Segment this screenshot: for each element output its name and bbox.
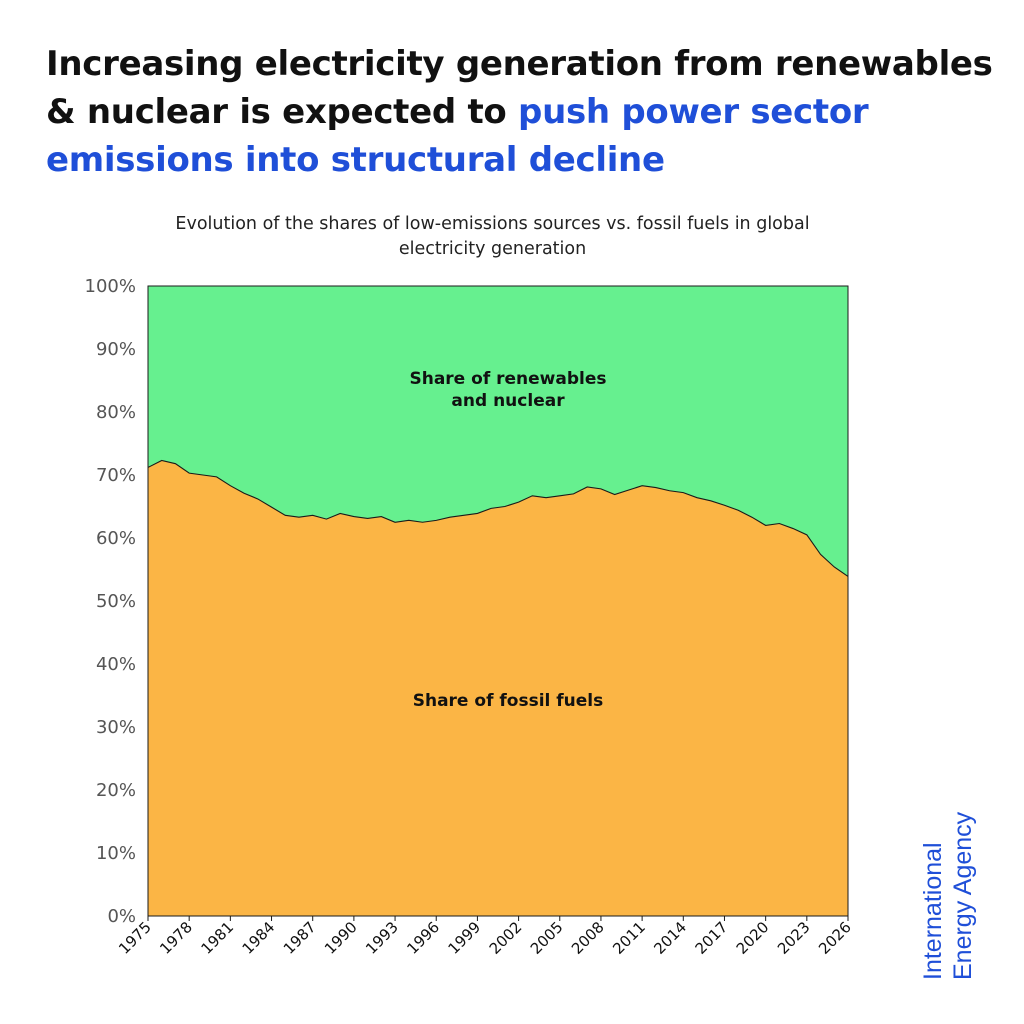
chart-areas	[147, 285, 849, 917]
x-tick-label: 2014	[650, 918, 690, 958]
plot-frame	[147, 285, 849, 917]
headline-text: Increasing electricity generation from r…	[46, 44, 993, 132]
chart-title: Evolution of the shares of low-emissions…	[175, 214, 810, 259]
area-label-renewables-nuclear: and nuclear	[451, 391, 565, 411]
x-tick-label: 1981	[197, 918, 237, 958]
x-tick-label: 2026	[815, 918, 855, 958]
x-tick-label: 1990	[321, 918, 361, 958]
x-tick-label: 1993	[362, 918, 402, 958]
x-tick-label: 1996	[403, 918, 443, 958]
y-tick-label: 60%	[96, 528, 136, 549]
x-axis: 1975 1978 1981 1984 1987 1990 1993 1996 1999 2002…	[115, 916, 855, 958]
area-renewables-nuclear	[148, 286, 848, 577]
x-tick-label: 2017	[692, 918, 732, 958]
iea-logo: International Energy Agency	[918, 780, 978, 980]
area-label-fossil-fuels: Share of fossil fuels	[413, 691, 604, 711]
y-axis: 0% 10% 20% 30% 40% 50% 60% 70% 80% 90% 100%	[85, 276, 136, 927]
headline: Increasing electricity generation from r…	[46, 40, 996, 184]
y-tick-label: 70%	[96, 465, 136, 486]
area-fossil-fuels	[148, 460, 848, 916]
x-tick-label: 2020	[733, 918, 773, 958]
x-tick-label: 2002	[486, 918, 526, 958]
x-tick-label: 2008	[568, 918, 608, 958]
y-tick-label: 20%	[96, 780, 136, 801]
y-tick-label: 100%	[85, 276, 136, 297]
y-tick-label: 0%	[107, 906, 136, 927]
headline-highlight: push power sector emissions into structu…	[46, 92, 869, 180]
y-tick-label: 30%	[96, 717, 136, 738]
y-tick-label: 90%	[96, 339, 136, 360]
y-tick-label: 80%	[96, 402, 136, 423]
y-tick-label: 50%	[96, 591, 136, 612]
x-tick-label: 1987	[280, 918, 320, 958]
x-tick-label: 2005	[527, 918, 567, 958]
x-tick-label: 2023	[774, 918, 814, 958]
x-tick-label: 2011	[609, 918, 649, 958]
area-label-renewables-nuclear: Share of renewables	[409, 369, 606, 389]
x-tick-label: 1984	[239, 918, 279, 958]
series-boundary-line	[147, 459, 849, 577]
y-tick-label: 40%	[96, 654, 136, 675]
y-tick-label: 10%	[96, 843, 136, 864]
brand-line-2: Energy Agency	[949, 811, 977, 980]
x-tick-label: 1978	[156, 918, 196, 958]
brand-line-1: International	[919, 842, 947, 980]
x-tick-label: 1999	[445, 918, 485, 958]
